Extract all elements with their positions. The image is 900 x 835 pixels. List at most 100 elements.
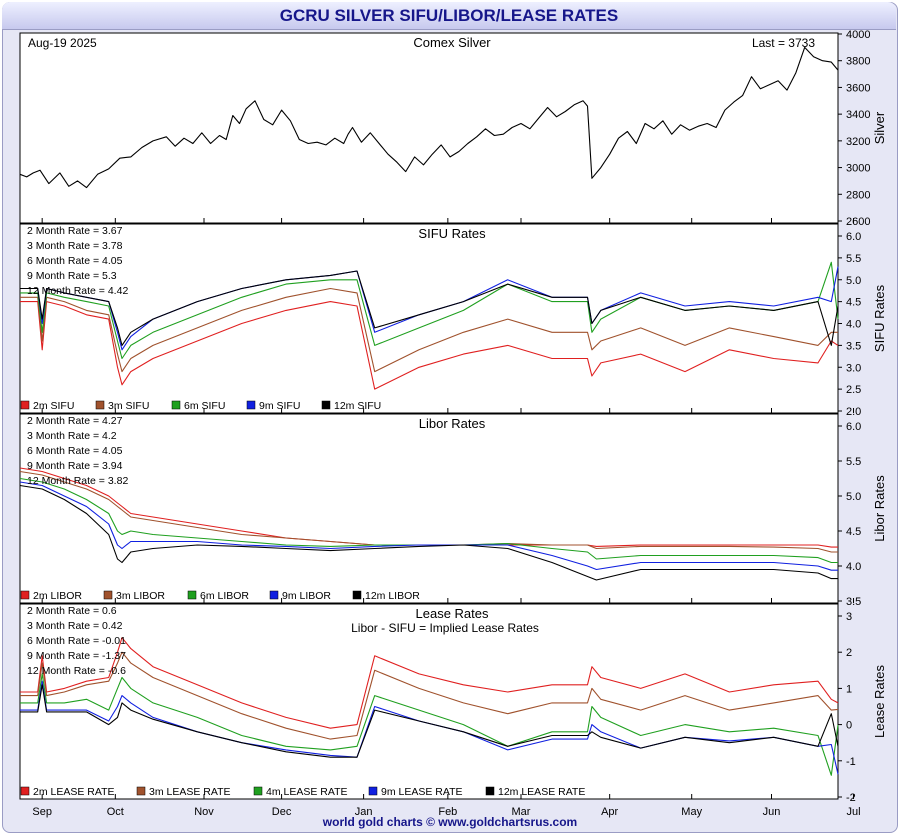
y-tick-label: 3400 <box>846 109 870 121</box>
plot-area <box>19 223 839 414</box>
legend-swatch <box>103 590 113 600</box>
legend-entry: 3m LEASE RATE <box>149 786 231 798</box>
y-tick-label: 4.5 <box>846 297 861 309</box>
panel-title: Comex Silver <box>413 35 491 50</box>
series-line-1 <box>19 46 839 189</box>
y-tick-label: 5.0 <box>846 275 861 287</box>
panel-title: SIFU Rates <box>418 226 486 241</box>
page-title: GCRU SILVER SIFU/LIBOR/LEASE RATES <box>2 2 896 30</box>
x-tick-label: Oct <box>107 806 124 818</box>
legend-entry: 9m LIBOR <box>282 590 331 602</box>
series-line-4 <box>19 481 838 571</box>
y-tick-label: 3800 <box>846 56 870 68</box>
y-tick-label: 2.5 <box>846 384 861 396</box>
legend-entry: 2m SIFU <box>33 400 74 412</box>
legend-swatch <box>253 786 263 796</box>
legend-swatch <box>321 400 331 410</box>
y-tick-label: 5.5 <box>846 253 861 265</box>
chart-panel-1: 2600 2800 3000 3200 3400 3600 3800 4000 Silver Co… <box>19 29 887 228</box>
y-tick-label: -1 <box>846 756 856 768</box>
legend-swatch <box>136 786 146 796</box>
y-tick-label: 4.5 <box>846 526 861 538</box>
rate-stat: 2 Month Rate = 4.27 <box>27 415 123 427</box>
y-tick-label: 6.0 <box>846 421 861 433</box>
y-axis-label: SIFU Rates <box>872 284 887 352</box>
y-tick-label: 3.0 <box>846 362 861 374</box>
series-line-3 <box>20 673 839 776</box>
y-tick-label: 0 <box>846 720 852 732</box>
legend-swatch <box>20 400 30 410</box>
y-tick-label: 3 <box>846 611 852 623</box>
rate-stat: 6 Month Rate = 4.05 <box>27 255 123 267</box>
legend-entry: 12m LEASE RATE <box>498 786 585 798</box>
rate-stat: 6 Month Rate = -0.01 <box>27 635 126 647</box>
y-tick-label: 5.5 <box>846 456 861 468</box>
y-tick-label: -2 <box>846 792 856 804</box>
rate-stat: 6 Month Rate = 4.05 <box>27 445 123 457</box>
legend-swatch <box>95 400 105 410</box>
legend-swatch <box>269 590 279 600</box>
legend-swatch <box>171 400 181 410</box>
legend-swatch <box>352 590 362 600</box>
legend-swatch <box>20 590 30 600</box>
panel-subtitle: Libor - SIFU = Implied Lease Rates <box>351 621 539 635</box>
y-tick-label: 3.5 <box>846 340 861 352</box>
footer-credit: world gold charts © www.goldchartsrus.co… <box>322 815 578 829</box>
y-tick-label: 3000 <box>846 163 870 175</box>
legend-entry: 4m LEASE RATE <box>266 786 348 798</box>
legend-entry: 12m SIFU <box>334 400 381 412</box>
x-tick-label: Apr <box>601 806 618 818</box>
y-axis-label: Silver <box>872 111 887 144</box>
legend-swatch <box>187 590 197 600</box>
x-tick-label: Nov <box>194 806 214 818</box>
y-axis-label: Lease Rates <box>872 665 887 738</box>
legend-swatch <box>20 786 30 796</box>
x-tick-label: Dec <box>272 806 292 818</box>
rate-stat: 3 Month Rate = 4.2 <box>27 430 117 442</box>
x-tick-label: May <box>681 806 702 818</box>
legend-entry: 12m LIBOR <box>365 590 420 602</box>
series-line-5 <box>19 484 838 581</box>
plot-area <box>19 32 839 224</box>
x-tick-label: Jun <box>763 806 781 818</box>
legend-entry: 6m LIBOR <box>200 590 249 602</box>
rate-stat: 3 Month Rate = 0.42 <box>27 620 123 632</box>
x-tick-label: Jul <box>846 806 860 818</box>
legend-entry: 6m SIFU <box>184 400 225 412</box>
y-tick-label: 2800 <box>846 189 870 201</box>
y-tick-label: 3200 <box>846 136 870 148</box>
x-tick-label: Feb <box>438 806 457 818</box>
panel-title: Libor Rates <box>419 416 486 431</box>
rate-stat: 9 Month Rate = -1.37 <box>27 650 126 662</box>
legend-entry: 9m SIFU <box>259 400 300 412</box>
y-tick-label: 4.0 <box>846 319 861 331</box>
legend-entry: 2m LEASE RATE <box>33 786 115 798</box>
y-tick-label: 2 <box>846 647 852 659</box>
y-tick-label: 5.0 <box>846 491 861 503</box>
legend-swatch <box>368 786 378 796</box>
series-line-1 <box>20 301 839 390</box>
last-value-label: Last = 3733 <box>752 36 815 50</box>
series-line-3 <box>19 477 838 564</box>
date-label: Aug-19 2025 <box>28 36 97 50</box>
rate-stat: 3 Month Rate = 3.78 <box>27 240 123 252</box>
rate-stat: 12 Month Rate = 4.42 <box>27 285 128 297</box>
rate-stat: 9 Month Rate = 5.3 <box>27 270 117 282</box>
series-line-1 <box>20 637 839 729</box>
rate-stat: 2 Month Rate = 3.67 <box>27 225 123 237</box>
x-tick-label: Jan <box>355 806 373 818</box>
x-tick-label: Sep <box>32 806 52 818</box>
rate-stat: 12 Month Rate = 3.82 <box>27 475 128 487</box>
rate-stat: 2 Month Rate = 0.6 <box>27 605 117 617</box>
y-tick-label: 4.0 <box>846 561 861 573</box>
legend-entry: 9m LEASE RATE <box>381 786 463 798</box>
series-line-5 <box>20 270 839 346</box>
y-tick-label: 2600 <box>846 216 870 228</box>
panel-title: Lease Rates <box>416 606 489 621</box>
y-tick-label: 1 <box>846 683 852 695</box>
legend-entry: 3m SIFU <box>108 400 149 412</box>
